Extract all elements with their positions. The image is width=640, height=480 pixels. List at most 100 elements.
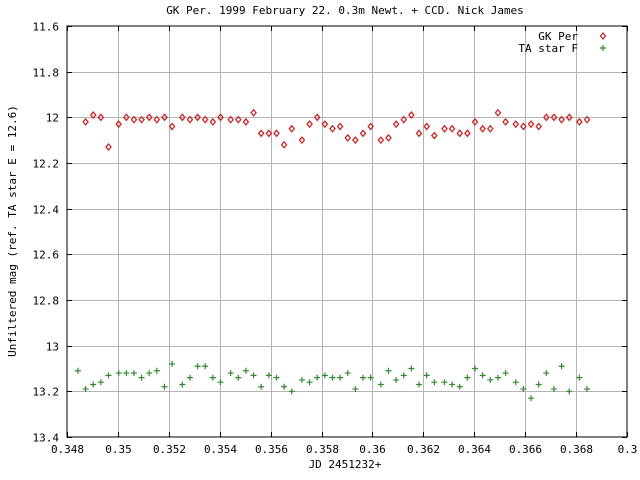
- x-tick-label: 0.366: [509, 443, 542, 456]
- ta-star-f-point: [479, 372, 486, 379]
- gk-per-point: [194, 113, 201, 122]
- plot-frame: [66, 25, 628, 438]
- ta-star-f-point: [449, 381, 456, 388]
- y-tick-label: 11.6: [33, 21, 60, 34]
- ta-star-f-point: [82, 386, 89, 393]
- ta-star-f-point: [584, 386, 591, 393]
- gk-per-point: [168, 122, 176, 131]
- gk-per-point: [520, 122, 527, 131]
- ta-star-f-point: [329, 374, 336, 381]
- gk-per-point: [161, 113, 168, 122]
- gk-per-point: [130, 115, 138, 124]
- gk-per-point: [502, 117, 509, 126]
- gk-per-point: [178, 113, 186, 122]
- ta-star-f-point: [74, 367, 81, 374]
- gk-per-point: [550, 113, 558, 122]
- ta-star-f-point: [408, 365, 415, 372]
- ta-star-f-point: [306, 379, 313, 386]
- ta-star-f-point: [265, 372, 272, 379]
- ta-star-f-point: [235, 374, 242, 381]
- gk-per-point: [344, 133, 352, 142]
- x-tick-label: 0.362: [407, 443, 440, 456]
- ta-star-f-point: [367, 374, 374, 381]
- gk-per-point: [138, 115, 145, 124]
- ta-star-f-point: [138, 374, 145, 381]
- ta-star-f-point: [352, 386, 359, 393]
- ta-star-f-point: [487, 376, 494, 383]
- gk-per-point: [527, 120, 535, 129]
- ta-star-f-point: [337, 374, 344, 381]
- y-tick-label: 11.8: [33, 67, 60, 80]
- gk-per-point: [471, 117, 479, 126]
- gk-per-point: [479, 124, 487, 133]
- ta-star-f-point: [566, 388, 573, 395]
- gk-per-point: [153, 115, 161, 124]
- gk-per-point: [242, 117, 250, 126]
- ta-star-f-point: [472, 365, 479, 372]
- grid-lines: [67, 26, 627, 437]
- ta-star-f-point: [464, 374, 471, 381]
- gk-per-point: [82, 117, 89, 126]
- ta-star-f-point: [169, 360, 176, 367]
- gk-per-point: [400, 115, 408, 124]
- gk-per-point: [367, 122, 375, 131]
- y-axis-label: Unfiltered mag (ref. TA star E = 12.6): [6, 105, 19, 357]
- gk-per-point: [576, 117, 583, 126]
- chart-title: GK Per. 1999 February 22. 0.3m Newt. + C…: [166, 4, 524, 17]
- legend-label-gk-per: GK Per: [538, 30, 578, 43]
- x-tick-label: 0.36: [359, 443, 386, 456]
- gk-per-point: [209, 117, 217, 126]
- gk-per-point: [234, 115, 242, 124]
- gk-per-point: [257, 129, 265, 138]
- ta-star-f-point: [123, 370, 130, 377]
- ta-star-f-point: [344, 370, 351, 377]
- ta-star-f-point: [258, 383, 265, 390]
- legend-label-ta-star-f: TA star F: [518, 42, 578, 55]
- y-tick-label: 12.4: [33, 204, 60, 217]
- ta-star-f-point: [494, 374, 501, 381]
- gk-per-point: [298, 136, 306, 145]
- gk-per-point: [385, 133, 392, 142]
- ta-star-f-point: [360, 374, 367, 381]
- gk-per-point: [494, 108, 502, 117]
- ta-star-f-point: [543, 370, 550, 377]
- y-tick-label: 13.2: [33, 386, 60, 399]
- gk-per-point: [464, 129, 471, 138]
- ta-star-f-point: [321, 372, 328, 379]
- ta-star-f-point: [217, 379, 224, 386]
- ta-star-f-point: [520, 386, 527, 393]
- ta-star-f-point: [130, 370, 137, 377]
- ta-star-f-point: [146, 370, 153, 377]
- ta-star-f-point: [194, 363, 201, 370]
- ta-star-f-point: [161, 383, 168, 390]
- gk-per-point: [313, 113, 321, 122]
- gk-per-point: [558, 115, 565, 124]
- x-tick-label: 0.348: [51, 443, 84, 456]
- gk-per-point: [408, 111, 415, 120]
- gk-per-point: [512, 120, 520, 129]
- gk-per-point: [273, 129, 280, 138]
- gk-per-point: [89, 111, 97, 120]
- x-tick-label: 0.352: [153, 443, 186, 456]
- ta-star-f-point: [288, 388, 295, 395]
- ta-star-f-point: [97, 379, 104, 386]
- gk-per-point: [321, 120, 329, 129]
- ta-star-f-point: [298, 376, 305, 383]
- y-tick-label: 12.2: [33, 158, 60, 171]
- legend-marker-ta-star-f: [600, 45, 606, 51]
- gk-per-point: [456, 129, 464, 138]
- gk-per-point: [392, 120, 400, 129]
- gk-per-point: [352, 136, 359, 145]
- data-points: [74, 108, 591, 402]
- gk-per-point: [441, 124, 448, 133]
- gk-per-point: [105, 143, 112, 152]
- ta-star-f-point: [550, 386, 557, 393]
- x-tick-label: 0.356: [255, 443, 288, 456]
- gk-per-point: [336, 122, 344, 131]
- ta-star-f-point: [153, 367, 160, 374]
- ta-star-f-point: [314, 374, 321, 381]
- x-tick-label: 0.35: [105, 443, 132, 456]
- ta-star-f-point: [400, 372, 407, 379]
- ta-star-f-point: [385, 367, 392, 374]
- axis-ticks: 0.348 0.35 0.352 0.354 0.356 0.358 0.36 0.362 0.…: [33, 21, 638, 457]
